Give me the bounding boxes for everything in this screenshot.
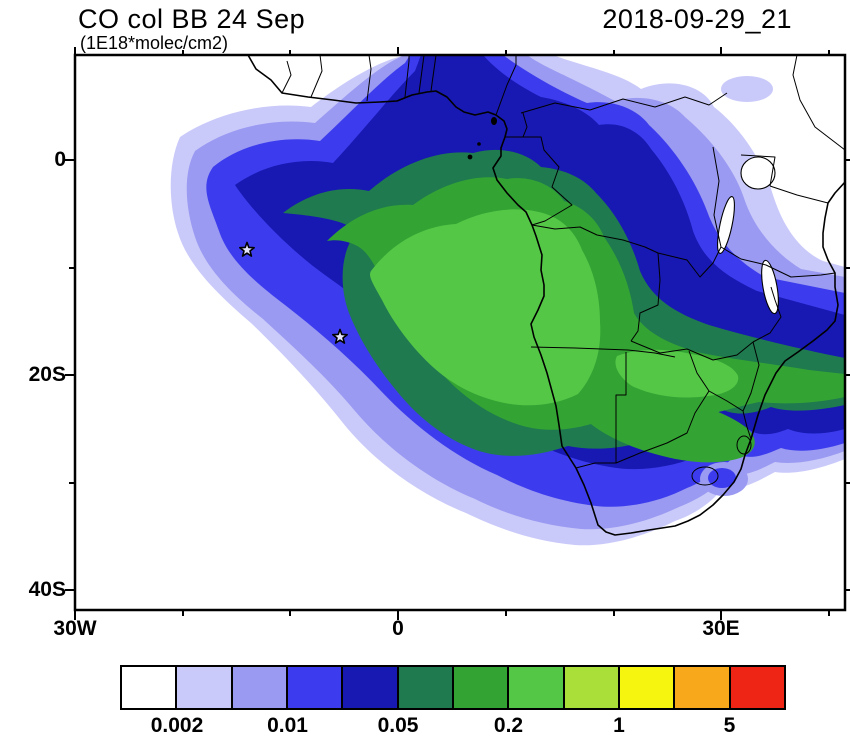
border-tanzania xyxy=(720,154,836,278)
y-tick-label-40s: 40S xyxy=(28,578,66,601)
colorbar-cell-3 xyxy=(230,667,286,708)
border-drc-east xyxy=(712,146,722,248)
border-west-africa xyxy=(281,55,437,102)
plot-title: CO col BB 24 Sep xyxy=(78,4,306,34)
x-axis-minor-ticks xyxy=(182,610,830,616)
x-tick-label-30e: 30E xyxy=(702,617,740,640)
africa-coastline xyxy=(247,55,845,536)
colorbar-label-5: 5 xyxy=(723,714,736,737)
border-zambia-drc xyxy=(657,246,722,278)
map-frame xyxy=(73,53,847,612)
y-tick-label-0: 0 xyxy=(54,148,66,171)
colorbar-cell-4 xyxy=(285,667,342,708)
colorbar-cell-12 xyxy=(728,667,784,708)
colorbar-cell-9 xyxy=(562,667,618,708)
border-zimbabwe-mozambique xyxy=(742,341,760,412)
y-axis-minor-ticks xyxy=(69,267,75,484)
border-botswana-zimbabwe xyxy=(688,350,752,440)
colorbar-cell-7 xyxy=(451,667,508,708)
border-namibia-southafrica xyxy=(575,390,710,469)
border-angola-east xyxy=(630,252,661,342)
x-tick-label-30w: 30W xyxy=(53,617,97,640)
y-tick-label-20s: 20S xyxy=(28,363,66,386)
contour-patch-durban-inner xyxy=(708,468,736,488)
x-axis-major-ticks xyxy=(74,610,722,620)
colorbar-label-005: 0.05 xyxy=(377,714,419,737)
lakes-group xyxy=(717,156,779,315)
colorbar-label-1: 1 xyxy=(613,714,625,737)
colorbar-label-001: 0.01 xyxy=(267,714,308,737)
colorbar-cell-11 xyxy=(673,667,729,708)
lake-malawi xyxy=(761,259,779,315)
contour-level-02-zambezi-lobe xyxy=(615,349,739,398)
star-marker-sthelena xyxy=(332,328,348,344)
x-axis-top-ticks xyxy=(74,47,830,55)
border-northeast-diagonal xyxy=(792,55,845,151)
border-zambezi xyxy=(630,340,754,361)
star-marker-ascension xyxy=(239,241,255,257)
colorbar-cell-10 xyxy=(617,667,674,708)
x-tick-label-0: 0 xyxy=(392,617,404,640)
lake-tanganyika xyxy=(717,196,735,254)
contour-patch-lavender-ne xyxy=(721,76,773,102)
border-eswatini xyxy=(736,435,752,455)
border-lesotho xyxy=(691,466,719,486)
border-malawi xyxy=(752,286,782,343)
border-namibia-botswana xyxy=(615,352,627,463)
colorbar xyxy=(120,665,786,710)
colorbar-cell-1 xyxy=(122,667,176,708)
border-angola-north xyxy=(531,224,659,254)
border-nigeria-cameroon xyxy=(495,55,517,116)
lake-victoria xyxy=(740,156,776,190)
contour-level-02-core xyxy=(370,209,601,406)
colorbar-label-02: 0.2 xyxy=(493,714,524,737)
island-bioko xyxy=(491,117,497,125)
colorbar-cell-6 xyxy=(396,667,452,708)
colorbar-cell-5 xyxy=(341,667,397,708)
country-borders-group xyxy=(281,55,845,486)
island-principe xyxy=(477,142,481,146)
star-markers-group xyxy=(239,241,348,344)
island-sao-tome xyxy=(467,154,473,160)
colorbar-cell-2 xyxy=(175,667,231,708)
border-angola-namibia-caprivi xyxy=(530,346,676,358)
plot-datetime: 2018-09-29_21 xyxy=(602,4,792,34)
y-axis-right-ticks xyxy=(845,159,850,591)
colorbar-cell-8 xyxy=(507,667,563,708)
colorbar-label-0002: 0.002 xyxy=(150,714,204,737)
border-cameroon-gabon-congo xyxy=(505,112,573,226)
plot-units-subtitle: (1E18*molec/cm2) xyxy=(80,33,229,53)
contour-level-01-southeast-lobe xyxy=(576,393,755,463)
y-axis-major-ticks xyxy=(65,159,75,591)
border-car-band xyxy=(520,92,728,114)
axis-ticks-group xyxy=(65,47,850,620)
map-plot-area xyxy=(75,55,845,610)
